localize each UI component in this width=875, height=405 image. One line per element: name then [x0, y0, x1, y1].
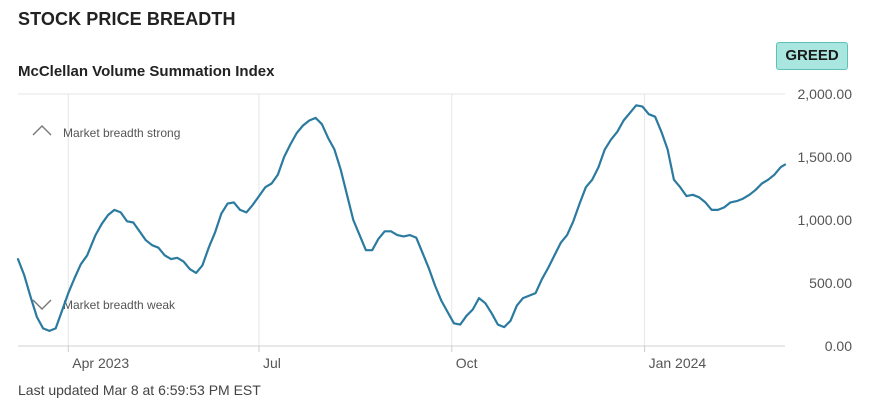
annotation-strong-label: Market breadth strong	[63, 126, 180, 140]
y-tick-label: 1,000.00	[798, 212, 853, 228]
y-tick-label: 500.00	[809, 275, 852, 291]
sentiment-badge: GREED	[776, 42, 848, 70]
annotation-weak: Market breadth weak	[32, 298, 176, 312]
series-line	[16, 104, 787, 332]
page-title: STOCK PRICE BREADTH	[18, 9, 236, 29]
annotation-weak-label: Market breadth weak	[63, 298, 176, 312]
x-axis-ticks: Apr 2023 Jul Oct Jan 2024	[67, 346, 707, 371]
last-updated-text: Last updated Mar 8 at 6:59:53 PM EST	[18, 382, 261, 398]
chart-title: McClellan Volume Summation Index	[18, 63, 275, 80]
y-tick-label: 0.00	[825, 338, 852, 354]
vertical-gridlines	[67, 94, 646, 346]
chevron-down-icon	[32, 299, 52, 310]
annotation-strong: Market breadth strong	[32, 125, 180, 140]
y-tick-label: 2,000.00	[798, 86, 853, 102]
y-axis-ticks: 0.00 500.00 1,000.00 1,500.00 2,000.00	[798, 86, 853, 354]
x-tick-label: Oct	[456, 355, 478, 371]
x-tick-label: Jan 2024	[649, 355, 707, 371]
y-tick-label: 1,500.00	[798, 149, 853, 165]
x-tick-label: Jul	[263, 355, 281, 371]
chevron-up-icon	[32, 125, 52, 136]
x-tick-label: Apr 2023	[72, 355, 129, 371]
